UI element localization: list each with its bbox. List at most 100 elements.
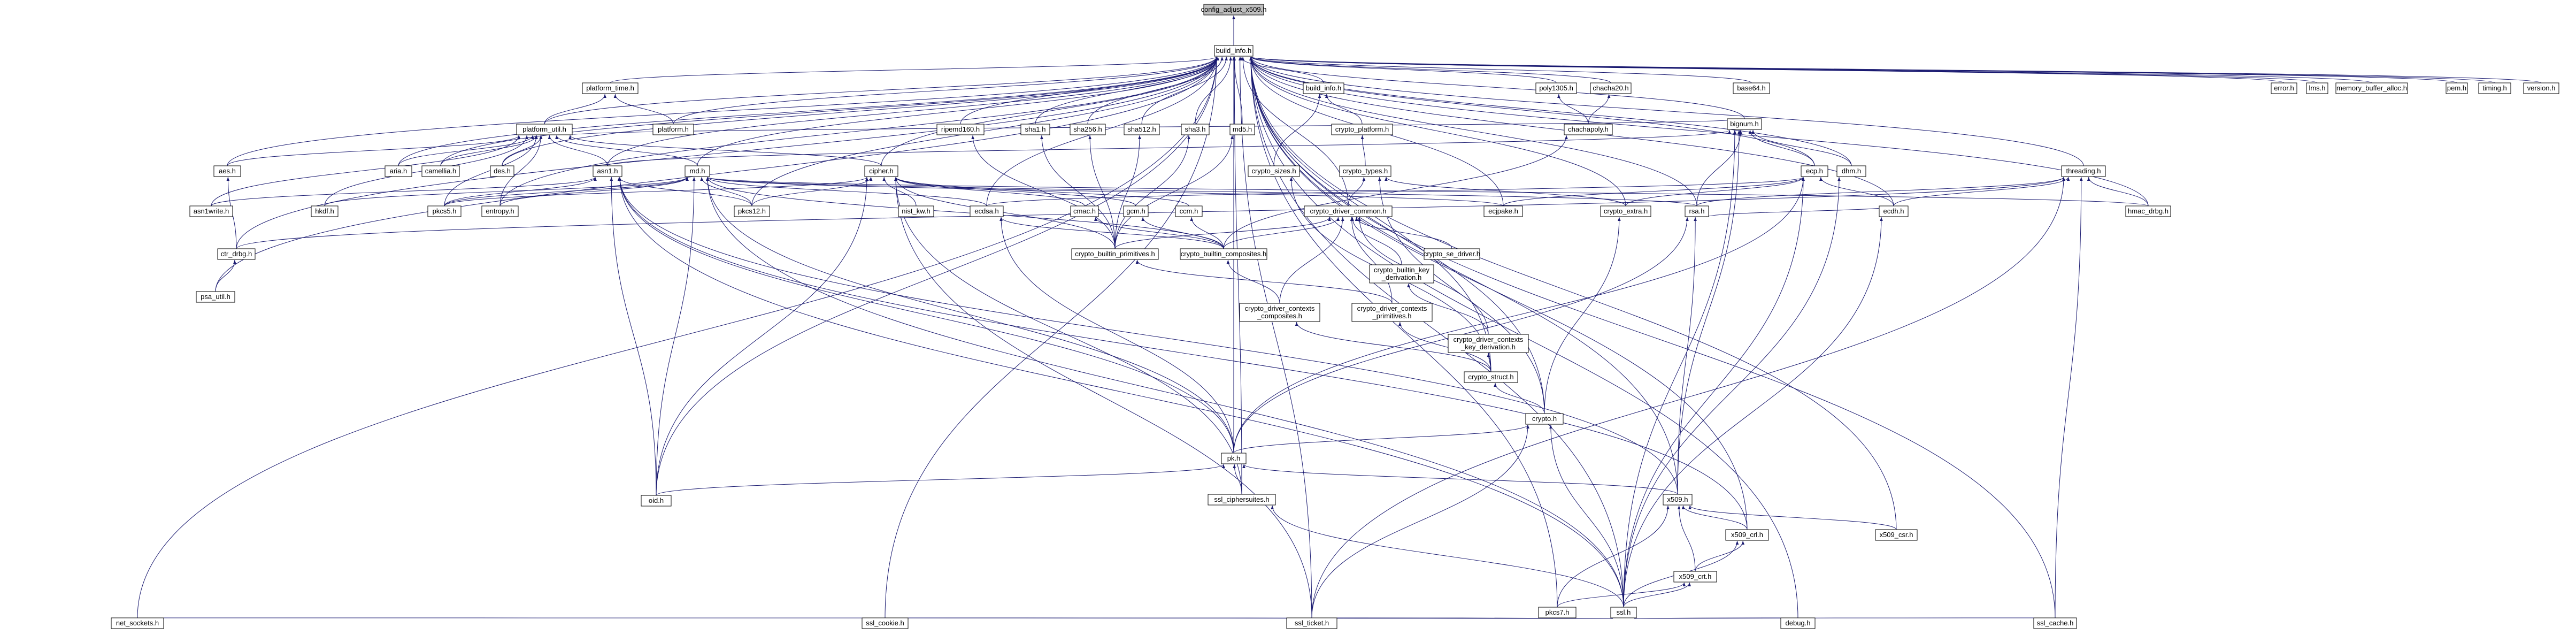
node-net_sockets[interactable]: net_sockets.h [111,617,164,629]
node-sha3[interactable]: sha3.h [1181,124,1210,135]
node-pk[interactable]: pk.h [1221,453,1247,464]
node-base64[interactable]: base64.h [1733,82,1770,94]
node-box [593,165,622,177]
node-cipher[interactable]: cipher.h [864,165,898,177]
node-crypto[interactable]: crypto.h [1525,413,1564,425]
node-ctr_drbg[interactable]: ctr_drbg.h [217,248,256,260]
node-gcm[interactable]: gcm.h [1123,205,1149,217]
node-pkcs12[interactable]: pkcs12.h [734,205,770,217]
edge-crypto_types-to-crypto_platform [1360,135,1366,166]
node-pkcs7[interactable]: pkcs7.h [1538,607,1577,618]
node-version[interactable]: version.h [2523,82,2559,94]
node-asn1[interactable]: asn1.h [593,165,622,177]
node-build_info2[interactable]: build_info.h [1303,82,1344,94]
node-ecp[interactable]: ecp.h [1801,165,1828,177]
node-crypto_extra[interactable]: crypto_extra.h [1600,205,1651,217]
edge-x509-to-rsa [1677,217,1697,495]
node-box [734,205,770,217]
node-hmac_drbg[interactable]: hmac_drbg.h [2125,205,2171,217]
node-crypto_se_driver[interactable]: crypto_se_driver.h [1424,248,1480,260]
node-entropy[interactable]: entropy.h [481,205,519,217]
node-sha256[interactable]: sha256.h [1070,124,1106,135]
node-cmac[interactable]: cmac.h [1070,205,1099,217]
node-md[interactable]: md.h [685,165,710,177]
node-md5[interactable]: md5.h [1229,124,1255,135]
node-chacha20[interactable]: chacha20.h [1590,82,1632,94]
node-label: psa_util.h [201,293,230,301]
node-crypto_builtin_primitives[interactable]: crypto_builtin_primitives.h [1071,248,1159,260]
node-aes[interactable]: aes.h [213,165,241,177]
node-lms[interactable]: lms.h [2306,82,2328,94]
node-ssl_ciphersuites[interactable]: ssl_ciphersuites.h [1208,494,1276,506]
node-poly1305[interactable]: poly1305.h [1535,82,1577,94]
node-label: crypto_driver_common.h [1310,207,1386,215]
node-des[interactable]: des.h [490,165,514,177]
node-timing[interactable]: timing.h [2478,82,2511,94]
node-box [1600,205,1651,217]
node-crypto_types[interactable]: crypto_types.h [1339,165,1391,177]
node-crypto_sizes[interactable]: crypto_sizes.h [1248,165,1300,177]
node-nist_kw[interactable]: nist_kw.h [898,205,934,217]
node-label: hkdf.h [315,207,334,215]
node-sha1[interactable]: sha1.h [1020,124,1050,135]
node-ecdh[interactable]: ecdh.h [1879,205,1909,217]
node-platform_util[interactable]: platform_util.h [516,124,573,135]
node-crypto_struct[interactable]: crypto_struct.h [1464,371,1518,383]
node-rsa[interactable]: rsa.h [1685,205,1709,217]
node-label: crypto_builtin_primitives.h [1075,250,1155,258]
node-chachapoly[interactable]: chachapoly.h [1564,124,1613,135]
node-ripemd160[interactable]: ripemd160.h [936,124,985,135]
node-x509_crt[interactable]: x509_crt.h [1673,571,1717,583]
node-ssl_cache[interactable]: ssl_cache.h [2033,617,2077,629]
node-crypto_driver_contexts_composites[interactable]: crypto_driver_contexts_composites.h [1239,303,1320,322]
edge-x509_csr-to-build_info [1249,56,1897,530]
node-dhm[interactable]: dhm.h [1836,165,1866,177]
node-ssl_ticket[interactable]: ssl_ticket.h [1286,617,1337,629]
node-crypto_driver_common[interactable]: crypto_driver_common.h [1304,205,1393,217]
node-camellia[interactable]: camellia.h [421,165,460,177]
node-ssl[interactable]: ssl.h [1610,607,1637,618]
edge-oid-to-md [656,177,696,496]
edge-pk-to-ecdsa [999,217,1234,454]
node-crypto_builtin_composites[interactable]: crypto_builtin_composites.h [1180,248,1267,260]
node-oid[interactable]: oid.h [641,495,672,507]
node-crypto_driver_contexts_primitives[interactable]: crypto_driver_contexts_primitives.h [1351,303,1433,322]
edge-crypto_struct-to-crypto_driver_contexts_primitives [1398,322,1491,372]
node-memory_buffer_alloc[interactable]: memory_buffer_alloc.h [2335,82,2408,94]
edge-entropy-to-md [499,177,689,206]
node-asn1write[interactable]: asn1write.h [189,205,233,217]
node-crypto_driver_contexts_key_derivation[interactable]: crypto_driver_contexts_key_derivation.h [1448,334,1529,353]
node-box [1181,124,1210,135]
node-label: timing.h [2482,84,2507,92]
node-hkdf[interactable]: hkdf.h [311,205,339,217]
node-bignum[interactable]: bignum.h [1727,118,1762,130]
node-box [2271,82,2297,94]
node-ecjpake[interactable]: ecjpake.h [1483,205,1523,217]
node-error[interactable]: error.h [2271,82,2297,94]
node-box [2306,82,2328,94]
node-build_info[interactable]: build_info.h [1214,45,1254,57]
node-box [1448,334,1529,353]
edge-ssl-to-ecdh [1623,217,1883,608]
node-debug[interactable]: debug.h [1780,617,1816,629]
node-pem[interactable]: pem.h [2446,82,2468,94]
node-aria[interactable]: aria.h [385,165,412,177]
node-pkcs5[interactable]: pkcs5.h [427,205,462,217]
node-ccm[interactable]: ccm.h [1175,205,1203,217]
node-platform[interactable]: platform.h [652,124,694,135]
node-label: ssl_ticket.h [1295,619,1329,627]
node-x509[interactable]: x509.h [1663,494,1693,506]
node-crypto_platform[interactable]: crypto_platform.h [1331,124,1393,135]
edge-chachapoly-to-chacha20 [1588,94,1611,125]
node-ssl_cookie[interactable]: ssl_cookie.h [862,617,909,629]
node-x509_crl[interactable]: x509_crl.h [1725,529,1769,541]
node-crypto_builtin_key_derivation[interactable]: crypto_builtin_key_derivation.h [1369,264,1434,284]
node-sha512[interactable]: sha512.h [1124,124,1160,135]
node-threading[interactable]: threading.h [2061,165,2106,177]
node-ecdsa[interactable]: ecdsa.h [970,205,1004,217]
node-label: entropy.h [486,207,514,215]
node-psa_util[interactable]: psa_util.h [196,291,235,303]
node-label: ssl.h [1617,608,1631,616]
node-platform_time[interactable]: platform_time.h [582,82,639,94]
node-x509_csr[interactable]: x509_csr.h [1875,529,1918,541]
